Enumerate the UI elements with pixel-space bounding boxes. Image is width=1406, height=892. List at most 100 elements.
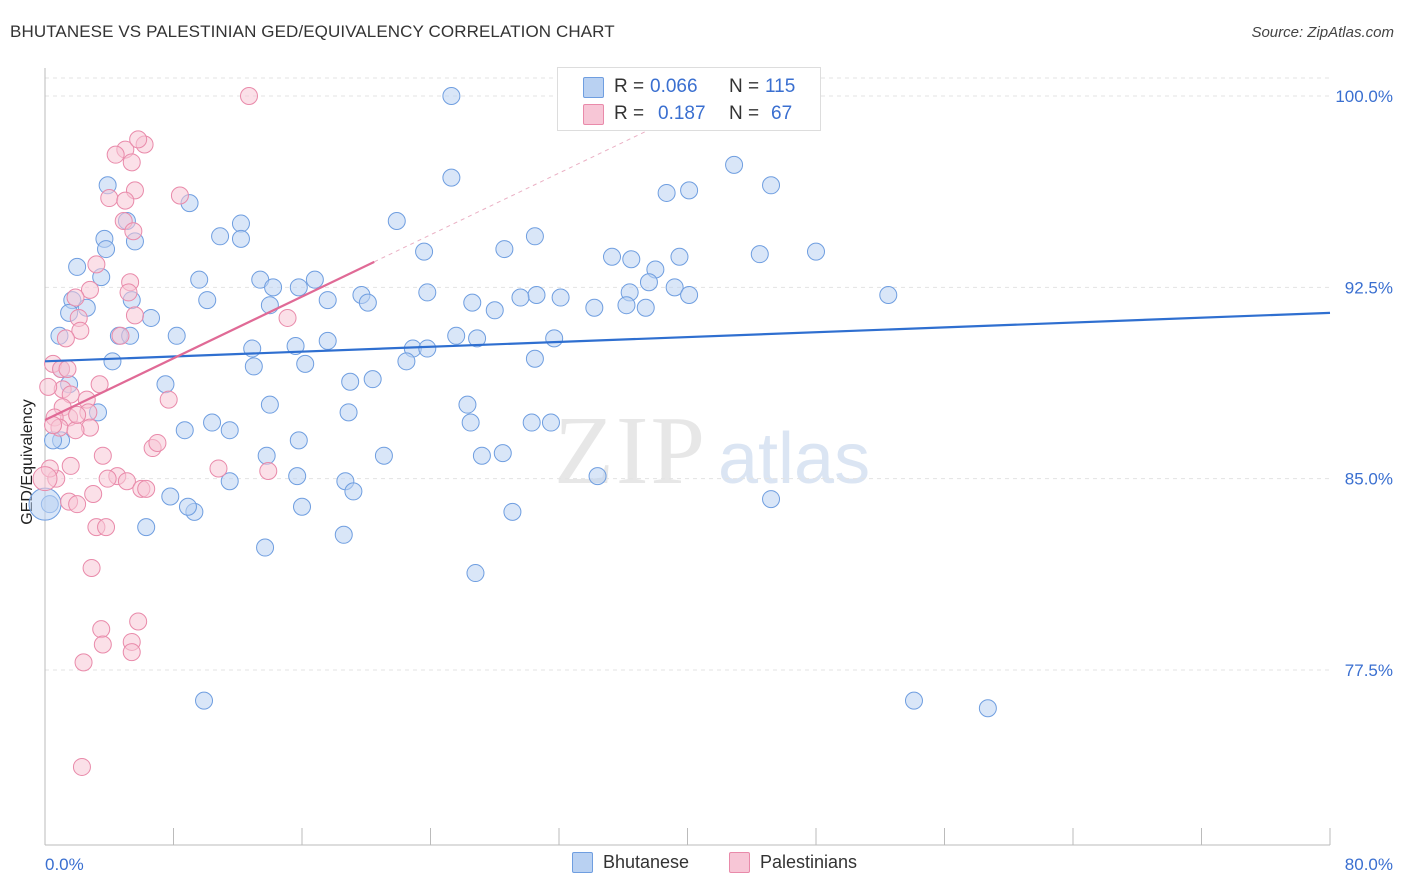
chart-title: BHUTANESE VS PALESTINIAN GED/EQUIVALENCY… bbox=[10, 22, 615, 41]
data-point-bhutanese bbox=[288, 467, 307, 486]
watermark-zip: ZIP bbox=[554, 397, 707, 505]
data-point-bhutanese bbox=[680, 285, 699, 304]
data-point-bhutanese bbox=[485, 301, 504, 320]
data-point-bhutanese bbox=[545, 329, 564, 348]
data-point-palestinians bbox=[84, 484, 103, 503]
bottom-legend-palestinians[interactable]: Palestinians bbox=[729, 852, 857, 873]
data-point-bhutanese bbox=[503, 502, 522, 521]
data-point-bhutanese bbox=[466, 564, 485, 583]
data-point-bhutanese bbox=[220, 472, 239, 491]
data-point-palestinians bbox=[71, 321, 90, 340]
data-point-bhutanese bbox=[257, 446, 276, 465]
data-point-bhutanese bbox=[511, 288, 530, 307]
data-point-bhutanese bbox=[190, 270, 209, 289]
data-point-bhutanese bbox=[588, 467, 607, 486]
axes: 0.0% 80.0% bbox=[44, 68, 1393, 874]
data-point-bhutanese bbox=[522, 413, 541, 432]
data-point-bhutanese bbox=[762, 176, 781, 195]
data-point-palestinians bbox=[74, 653, 93, 672]
series-palestinians-points bbox=[32, 87, 297, 776]
data-point-palestinians bbox=[239, 87, 258, 105]
data-point-bhutanese bbox=[344, 482, 363, 501]
data-point-palestinians bbox=[111, 326, 130, 345]
data-point-bhutanese bbox=[525, 349, 544, 368]
data-point-palestinians bbox=[116, 191, 135, 210]
data-point-bhutanese bbox=[289, 278, 308, 297]
data-point-bhutanese bbox=[617, 296, 636, 315]
trend-line-palestinians bbox=[44, 260, 375, 421]
data-point-bhutanese bbox=[203, 413, 222, 432]
data-point-palestinians bbox=[82, 558, 101, 577]
data-point-palestinians bbox=[124, 222, 143, 241]
data-point-palestinians bbox=[98, 469, 117, 488]
data-point-palestinians bbox=[58, 359, 77, 378]
gridlines bbox=[45, 77, 1330, 671]
data-point-bhutanese bbox=[293, 497, 311, 516]
data-point-bhutanese bbox=[97, 240, 116, 259]
data-point-bhutanese bbox=[142, 308, 161, 327]
data-point-palestinians bbox=[129, 612, 148, 631]
bottom-legend-label-palestinians: Palestinians bbox=[760, 852, 858, 872]
data-point-bhutanese bbox=[680, 181, 699, 200]
data-point-bhutanese bbox=[318, 331, 337, 350]
legend-swatch-bhutanese bbox=[583, 77, 604, 98]
data-point-bhutanese bbox=[137, 518, 156, 537]
data-point-palestinians bbox=[93, 446, 112, 465]
data-point-bhutanese bbox=[525, 227, 544, 246]
data-point-palestinians bbox=[80, 280, 99, 299]
data-point-bhutanese bbox=[657, 183, 676, 202]
x-tick-label-min: 0.0% bbox=[45, 855, 84, 874]
y-tick-label: 100.0% bbox=[1335, 87, 1393, 106]
data-point-bhutanese bbox=[256, 538, 275, 557]
x-tick-label-max: 80.0% bbox=[1345, 855, 1393, 874]
legend-n-label: N = bbox=[729, 103, 760, 124]
data-point-palestinians bbox=[66, 421, 85, 440]
data-point-bhutanese bbox=[541, 413, 560, 432]
data-point-palestinians bbox=[39, 377, 58, 396]
legend-r-value: 0.187 bbox=[658, 103, 706, 124]
data-point-bhutanese bbox=[750, 245, 769, 264]
y-tick-label: 77.5% bbox=[1345, 661, 1393, 680]
data-point-palestinians bbox=[125, 306, 144, 325]
bottom-legend-label-bhutanese: Bhutanese bbox=[603, 852, 690, 872]
data-point-bhutanese bbox=[670, 247, 689, 266]
data-point-bhutanese bbox=[622, 250, 641, 269]
data-point-bhutanese bbox=[305, 270, 324, 289]
data-point-bhutanese bbox=[231, 214, 250, 233]
data-point-palestinians bbox=[68, 495, 87, 514]
data-point-bhutanese bbox=[585, 298, 604, 317]
data-point-palestinians bbox=[278, 308, 297, 327]
data-point-bhutanese bbox=[807, 242, 825, 261]
data-point-palestinians bbox=[170, 186, 189, 205]
data-point-bhutanese bbox=[639, 273, 658, 292]
data-point-palestinians bbox=[259, 462, 278, 481]
legend-r-value: 0.066 bbox=[650, 76, 698, 97]
data-point-bhutanese bbox=[175, 421, 194, 440]
data-point-bhutanese bbox=[231, 229, 250, 248]
legend-swatch-palestinians bbox=[583, 104, 604, 125]
data-point-bhutanese bbox=[879, 285, 898, 304]
data-point-bhutanese bbox=[28, 487, 62, 521]
data-point-palestinians bbox=[129, 130, 148, 149]
data-point-bhutanese bbox=[260, 395, 279, 414]
data-point-bhutanese bbox=[220, 421, 239, 440]
data-point-bhutanese bbox=[493, 444, 512, 463]
data-point-bhutanese bbox=[442, 168, 461, 187]
data-point-bhutanese bbox=[195, 691, 214, 710]
data-point-palestinians bbox=[122, 153, 141, 172]
trend-line-bhutanese bbox=[44, 311, 1331, 363]
y-tick-label: 92.5% bbox=[1345, 278, 1393, 297]
data-point-bhutanese bbox=[211, 227, 230, 246]
data-point-bhutanese bbox=[341, 372, 360, 391]
data-point-bhutanese bbox=[318, 291, 337, 310]
data-point-bhutanese bbox=[178, 497, 197, 516]
data-point-bhutanese bbox=[472, 446, 491, 465]
data-point-bhutanese bbox=[387, 212, 406, 231]
data-point-bhutanese bbox=[339, 403, 358, 422]
data-point-palestinians bbox=[106, 145, 125, 164]
data-point-bhutanese bbox=[463, 293, 482, 312]
data-point-bhutanese bbox=[374, 446, 393, 465]
data-point-bhutanese bbox=[458, 395, 477, 414]
bottom-legend-bhutanese[interactable]: Bhutanese bbox=[572, 852, 689, 873]
